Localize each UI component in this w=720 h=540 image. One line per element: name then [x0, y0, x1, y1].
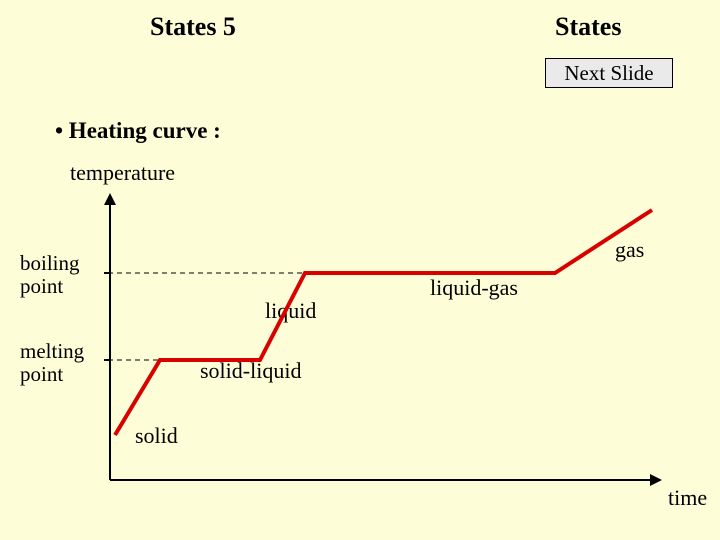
label-melting-point-text: meltingpoint — [20, 339, 84, 386]
label-melting-point: meltingpoint — [20, 340, 100, 386]
phase-label-solid: solid — [135, 423, 178, 449]
next-slide-button[interactable]: Next Slide — [545, 58, 673, 88]
phase-label-solid-liquid: solid-liquid — [200, 358, 301, 384]
phase-label-gas: gas — [615, 237, 644, 263]
slide-title-left: States 5 — [150, 12, 236, 42]
phase-label-liquid: liquid — [265, 298, 316, 324]
x-axis-label: time — [668, 485, 707, 511]
slide-title-right: States — [555, 12, 621, 42]
bullet-heating-curve: • Heating curve : — [55, 118, 221, 144]
label-boiling-point: boilingpoint — [20, 252, 100, 298]
label-boiling-point-text: boilingpoint — [20, 251, 80, 298]
y-axis-label: temperature — [70, 160, 175, 186]
phase-label-liquid-gas: liquid-gas — [430, 275, 518, 301]
